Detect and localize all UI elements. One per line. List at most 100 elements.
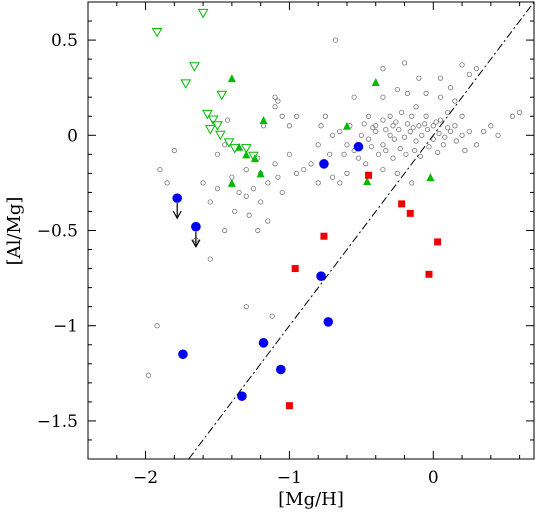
gray-star-point (410, 125, 416, 131)
gray-star-point (466, 128, 472, 135)
red-square-point (425, 270, 433, 278)
gray-star-point (265, 218, 271, 224)
blue-circle-point (191, 221, 201, 232)
gray-star-point (437, 94, 444, 100)
gray-star-point (447, 85, 454, 91)
gray-star-point (269, 313, 275, 319)
gray-star-point (509, 113, 516, 119)
green-filled-triangle-point (227, 74, 236, 83)
gray-star-point (442, 134, 448, 140)
gray-star-point (214, 186, 221, 192)
upper-limit-arrow-head (172, 210, 182, 220)
gray-star-point (440, 142, 446, 148)
blue-circle-point (178, 349, 188, 360)
gray-star-point (308, 161, 314, 167)
gray-star-point (396, 126, 402, 133)
gray-star-point (394, 86, 400, 93)
gray-star-point (164, 180, 170, 186)
gray-star-point (361, 121, 367, 127)
gray-star-point (391, 136, 398, 142)
gray-star-point (250, 186, 257, 192)
gray-star-point (246, 212, 252, 218)
gray-star-point (422, 121, 428, 127)
gray-star-point (365, 136, 372, 142)
gray-star-point (423, 113, 429, 119)
gray-star-point (430, 123, 436, 129)
gray-star-point (459, 113, 465, 119)
gray-star-point (453, 138, 459, 144)
green-filled-triangle-point (259, 116, 268, 125)
blue-circle-point (323, 317, 334, 327)
gray-star-point (222, 142, 228, 148)
green-open-triangle-point (223, 138, 235, 148)
gray-star-point (329, 132, 336, 138)
gray-star-point (380, 166, 386, 173)
gray-star-point (419, 132, 425, 138)
blue-circle-point (319, 159, 329, 169)
gray-star-point (413, 138, 419, 144)
gray-star-point (399, 109, 405, 116)
green-open-triangle-point (180, 79, 192, 89)
gray-star-point (437, 75, 444, 81)
gray-star-point (301, 166, 307, 173)
green-filled-triangle-point (250, 154, 259, 163)
gray-star-point (416, 123, 422, 129)
gray-star-point (207, 199, 213, 205)
gray-star-point (272, 94, 278, 100)
red-square-point (291, 265, 299, 273)
gray-star-point (365, 113, 372, 119)
green-filled-triangle-point (227, 178, 236, 187)
gray-star-point (430, 136, 436, 142)
gray-star-point (255, 227, 261, 234)
red-square-point (398, 200, 406, 208)
gray-star-point (286, 123, 293, 129)
gray-star-point (275, 98, 281, 104)
gray-star-point (286, 151, 293, 157)
green-filled-triangle-point (342, 121, 351, 130)
gray-star-point (332, 37, 339, 43)
gray-star-point (404, 90, 410, 97)
gray-star-point (433, 119, 439, 125)
gray-star-point (401, 60, 408, 66)
gray-star-point (329, 174, 336, 180)
upper-limit-arrow (191, 231, 201, 248)
gray-star-point (258, 199, 264, 205)
gray-star-point (393, 119, 399, 125)
gray-star-point (171, 147, 177, 154)
gray-star-point (435, 149, 441, 156)
green-filled-triangle-point (426, 173, 435, 182)
gray-star-point (157, 166, 163, 173)
green-open-triangle-point (216, 90, 228, 101)
gray-star-point (447, 128, 454, 135)
gray-star-point (390, 155, 396, 161)
green-open-triangle-point (189, 62, 200, 72)
gray-star-point (243, 304, 249, 310)
x-tick-label: −1 (277, 468, 302, 488)
gray-star-point (462, 147, 468, 154)
gray-star-point (229, 174, 235, 180)
blue-circle-point (237, 391, 247, 401)
gray-star-point (279, 113, 285, 119)
red-square-point (320, 232, 328, 240)
green-open-triangle-point (151, 27, 163, 38)
gray-star-point (363, 161, 369, 167)
gray-star-point (272, 161, 278, 167)
gray-star-point (436, 130, 442, 136)
gray-star-point (473, 142, 480, 148)
green-open-triangle-point (204, 125, 216, 135)
gray-star-point (344, 142, 350, 148)
gray-star-point (387, 113, 393, 119)
gray-star-point (488, 123, 494, 129)
gray-star-point (279, 189, 285, 196)
gray-star-point (272, 104, 278, 110)
blue-circle-point (172, 193, 182, 203)
gray-star-point (243, 166, 249, 173)
blue-circle-point (316, 271, 326, 282)
gray-star-point (368, 144, 375, 150)
gray-star-point (383, 147, 389, 154)
gray-star-point (294, 113, 300, 119)
gray-star-point (327, 151, 333, 157)
y-tick-label: 0 (67, 126, 78, 146)
gray-star-point (404, 121, 410, 127)
green-filled-triangle-point (256, 169, 265, 178)
